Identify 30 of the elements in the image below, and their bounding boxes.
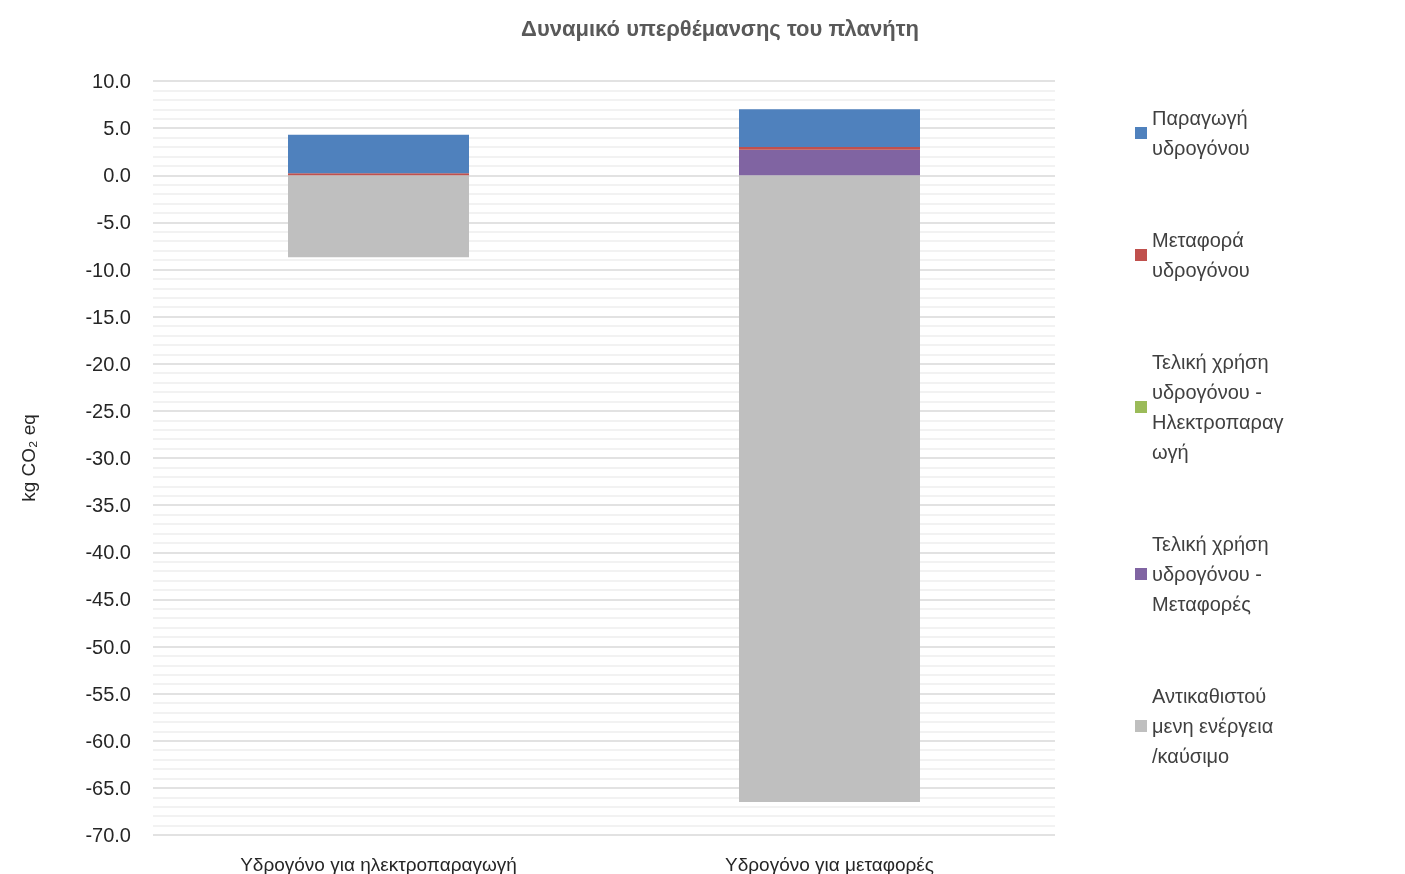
legend-label: Τελική χρήση υδρογόνου - Μεταφορές [1152,533,1275,615]
y-tick-label: -25.0 [85,399,131,422]
y-tick-label: -20.0 [85,352,131,375]
y-axis-title: kg CO₂ eq [18,414,39,502]
y-tick-label: -30.0 [85,447,131,469]
y-tick-label: 5.0 [103,117,131,140]
legend-label: Παραγωγή υδρογόνου [1152,107,1254,159]
y-tick-label: -40.0 [85,541,131,564]
chart-title: Δυναμικό υπερθέμανσης του πλανήτη [521,15,919,41]
bar [739,146,920,150]
legend-label: Μεταφορά υδρογόνου [1152,229,1250,281]
bar [288,134,469,174]
legend-label: Αντικαθιστούμενη ενέργεια/καύσιμο [1152,685,1274,767]
bar [739,149,920,176]
bar [288,175,469,258]
y-tick-label: -60.0 [85,729,131,752]
y-tick-label: -35.0 [85,494,131,517]
y-tick-label: -55.0 [85,682,131,705]
y-tick-label: -5.0 [96,211,131,234]
y-tick-label: -15.0 [85,305,131,328]
bar [739,109,920,147]
y-tick-label: -10.0 [85,258,131,281]
y-tick-label: -65.0 [85,776,131,799]
bar [739,175,920,803]
y-tick-label: -70.0 [85,824,131,846]
y-tick-label: 0.0 [103,164,131,187]
legend-label: Τελική χρήση υδρογόνου - Ηλεκτροπαραγωγή [1152,351,1284,463]
y-tick-label: -45.0 [85,588,131,611]
y-tick-label: 10.0 [92,70,131,92]
y-tick-label: -50.0 [85,635,131,658]
